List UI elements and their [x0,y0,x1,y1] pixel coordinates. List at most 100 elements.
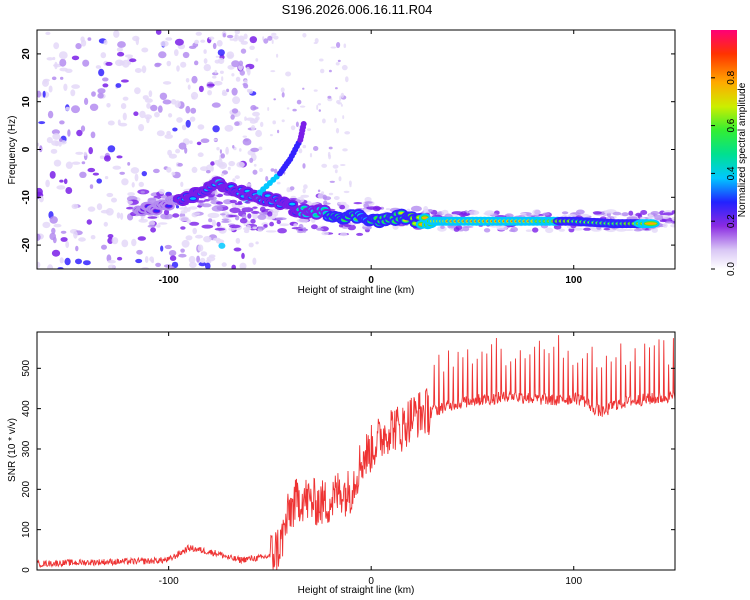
spectrogram-ridge-halo [455,225,463,230]
spectrogram-ridge-halo [267,211,273,217]
spectrogram-ridge-halo [659,219,667,223]
spectrogram-ridge-halo [321,231,329,236]
colorbar-gradient [711,30,737,269]
spectrogram-noise-blob [181,239,190,248]
colorbar-tick-label: 0.0 [726,262,737,276]
spectrogram-noise-blob [213,81,223,86]
spectrogram-noise-blob [194,39,200,45]
spectrogram-noise-blob [52,56,56,61]
spectrogram-noise-blob [79,171,87,178]
x-tick-label: 100 [565,275,582,286]
spectrogram-noise-blob [125,54,133,58]
spectrogram-noise-blob [216,147,220,151]
spectrogram-ridge-halo [126,206,134,210]
spectrogram-noise-blob [212,125,220,133]
spectrogram-noise-blob [212,72,219,76]
spectrogram-noise-blob [138,124,145,132]
spectrogram-noise-blob [337,59,341,63]
spectrogram-noise-blob [234,30,240,35]
spectrogram-noise-blob [63,178,68,185]
spectrogram-ridge-halo [180,226,186,230]
spectrogram-ridge-halo [179,216,189,222]
spectrogram-noise-blob [298,148,303,154]
spectrogram-noise-blob [89,103,99,112]
spectrogram-ridge-halo [258,211,270,216]
spectrogram-noise-blob [195,234,203,239]
spectrogram-noise-blob [51,249,61,257]
spectrogram-noise-blob [164,244,172,250]
spectrogram-noise-blob [37,233,41,241]
spectrogram-noise-blob [200,166,209,172]
spectrogram-noise-blob [200,39,206,43]
spectrogram-ridge-halo [364,201,373,204]
spectrogram-ridge-halo [164,213,173,220]
spectrogram-ridge-halo [385,208,391,211]
spectrogram-ridge-halo [228,227,236,231]
spectrogram-noise-blob [221,76,224,82]
y-tick-label: -10 [21,190,32,205]
spectrogram-noise-blob [221,262,227,267]
spectrogram-ridge-halo [545,227,554,234]
spectrogram-ridge-halo [216,201,223,205]
spectrogram-noise-blob [249,157,254,163]
spectrogram-noise-blob [320,68,325,74]
spectrogram-noise-blob [302,33,307,38]
spectrogram-noise-blob [234,34,239,40]
spectrogram-branch-point [300,121,307,127]
spectrogram-noise-blob [134,173,139,182]
spectrogram-noise-blob [137,236,146,241]
spectrogram-ridge-halo [558,228,565,232]
spectrogram-noise-blob [260,121,264,128]
spectrogram-noise-blob [49,171,56,179]
spectrogram-noise-blob [273,35,279,40]
spectrogram-noise-blob [220,153,225,159]
spectrogram-ridge-halo [211,205,223,212]
spectrogram-noise-blob [267,35,273,41]
spectrogram-noise-blob [270,168,275,172]
spectrogram-noise-blob [217,49,225,56]
spectrogram-noise-blob [329,180,335,183]
y-tick-label: 200 [21,481,32,498]
spectrogram-noise-blob [338,176,342,182]
spectrogram-noise-blob [150,227,157,233]
spectrogram-noise-blob [292,108,297,112]
spectrogram-noise-blob [105,208,114,216]
spectrogram-noise-blob [59,67,68,72]
spectrogram-noise-blob [83,151,87,157]
spectrogram-ridge-halo [603,227,611,231]
spectrogram-noise-blob [127,162,131,166]
spectrogram-noise-blob [307,128,311,132]
spectrogram-noise-blob [122,96,129,101]
spectrogram-noise-blob [342,148,348,152]
spectrogram-noise-blob [269,134,273,137]
spectrogram-noise-blob [211,102,221,108]
spectrogram-noise-blob [253,163,257,167]
spectrogram-ridge-halo [277,228,287,234]
spectrogram-ridge-halo [276,220,281,225]
spectrogram-noise-blob [233,247,242,252]
spectrogram-ridge-halo [296,218,309,223]
spectrogram-noise-blob [47,110,54,119]
spectrogram-noise-blob [146,102,151,109]
spectrogram-noise-blob [111,237,119,245]
spectrogram-noise-blob [42,221,51,229]
spectrogram-noise-blob [349,183,352,188]
spectrogram-noise-blob [130,167,140,174]
spectrogram-noise-blob [188,255,196,264]
spectrogram-ridge-halo [147,224,156,228]
spectrogram-ridge-halo [338,224,344,228]
spectrogram-noise-blob [150,104,158,112]
spectrogram-noise-blob [52,236,57,244]
spectrogram-noise-blob [177,162,183,167]
snr-panel: -100 0 100 0 100 200 300 400 500 Height of stra… [7,331,676,596]
spectrogram-noise-blob [180,248,185,253]
snr-frame [36,331,676,571]
spectrogram-ridge-halo [664,221,674,224]
spectrogram-noise-blob [336,42,341,48]
spectrogram-noise-blob [146,116,150,124]
spectrogram-noise-blob [129,58,137,63]
spectrogram-noise-blob [133,111,139,116]
spectrogram-ridge-halo [229,207,241,214]
spectrogram-noise-blob [226,88,230,93]
spectrogram-noise-blob [199,257,206,264]
